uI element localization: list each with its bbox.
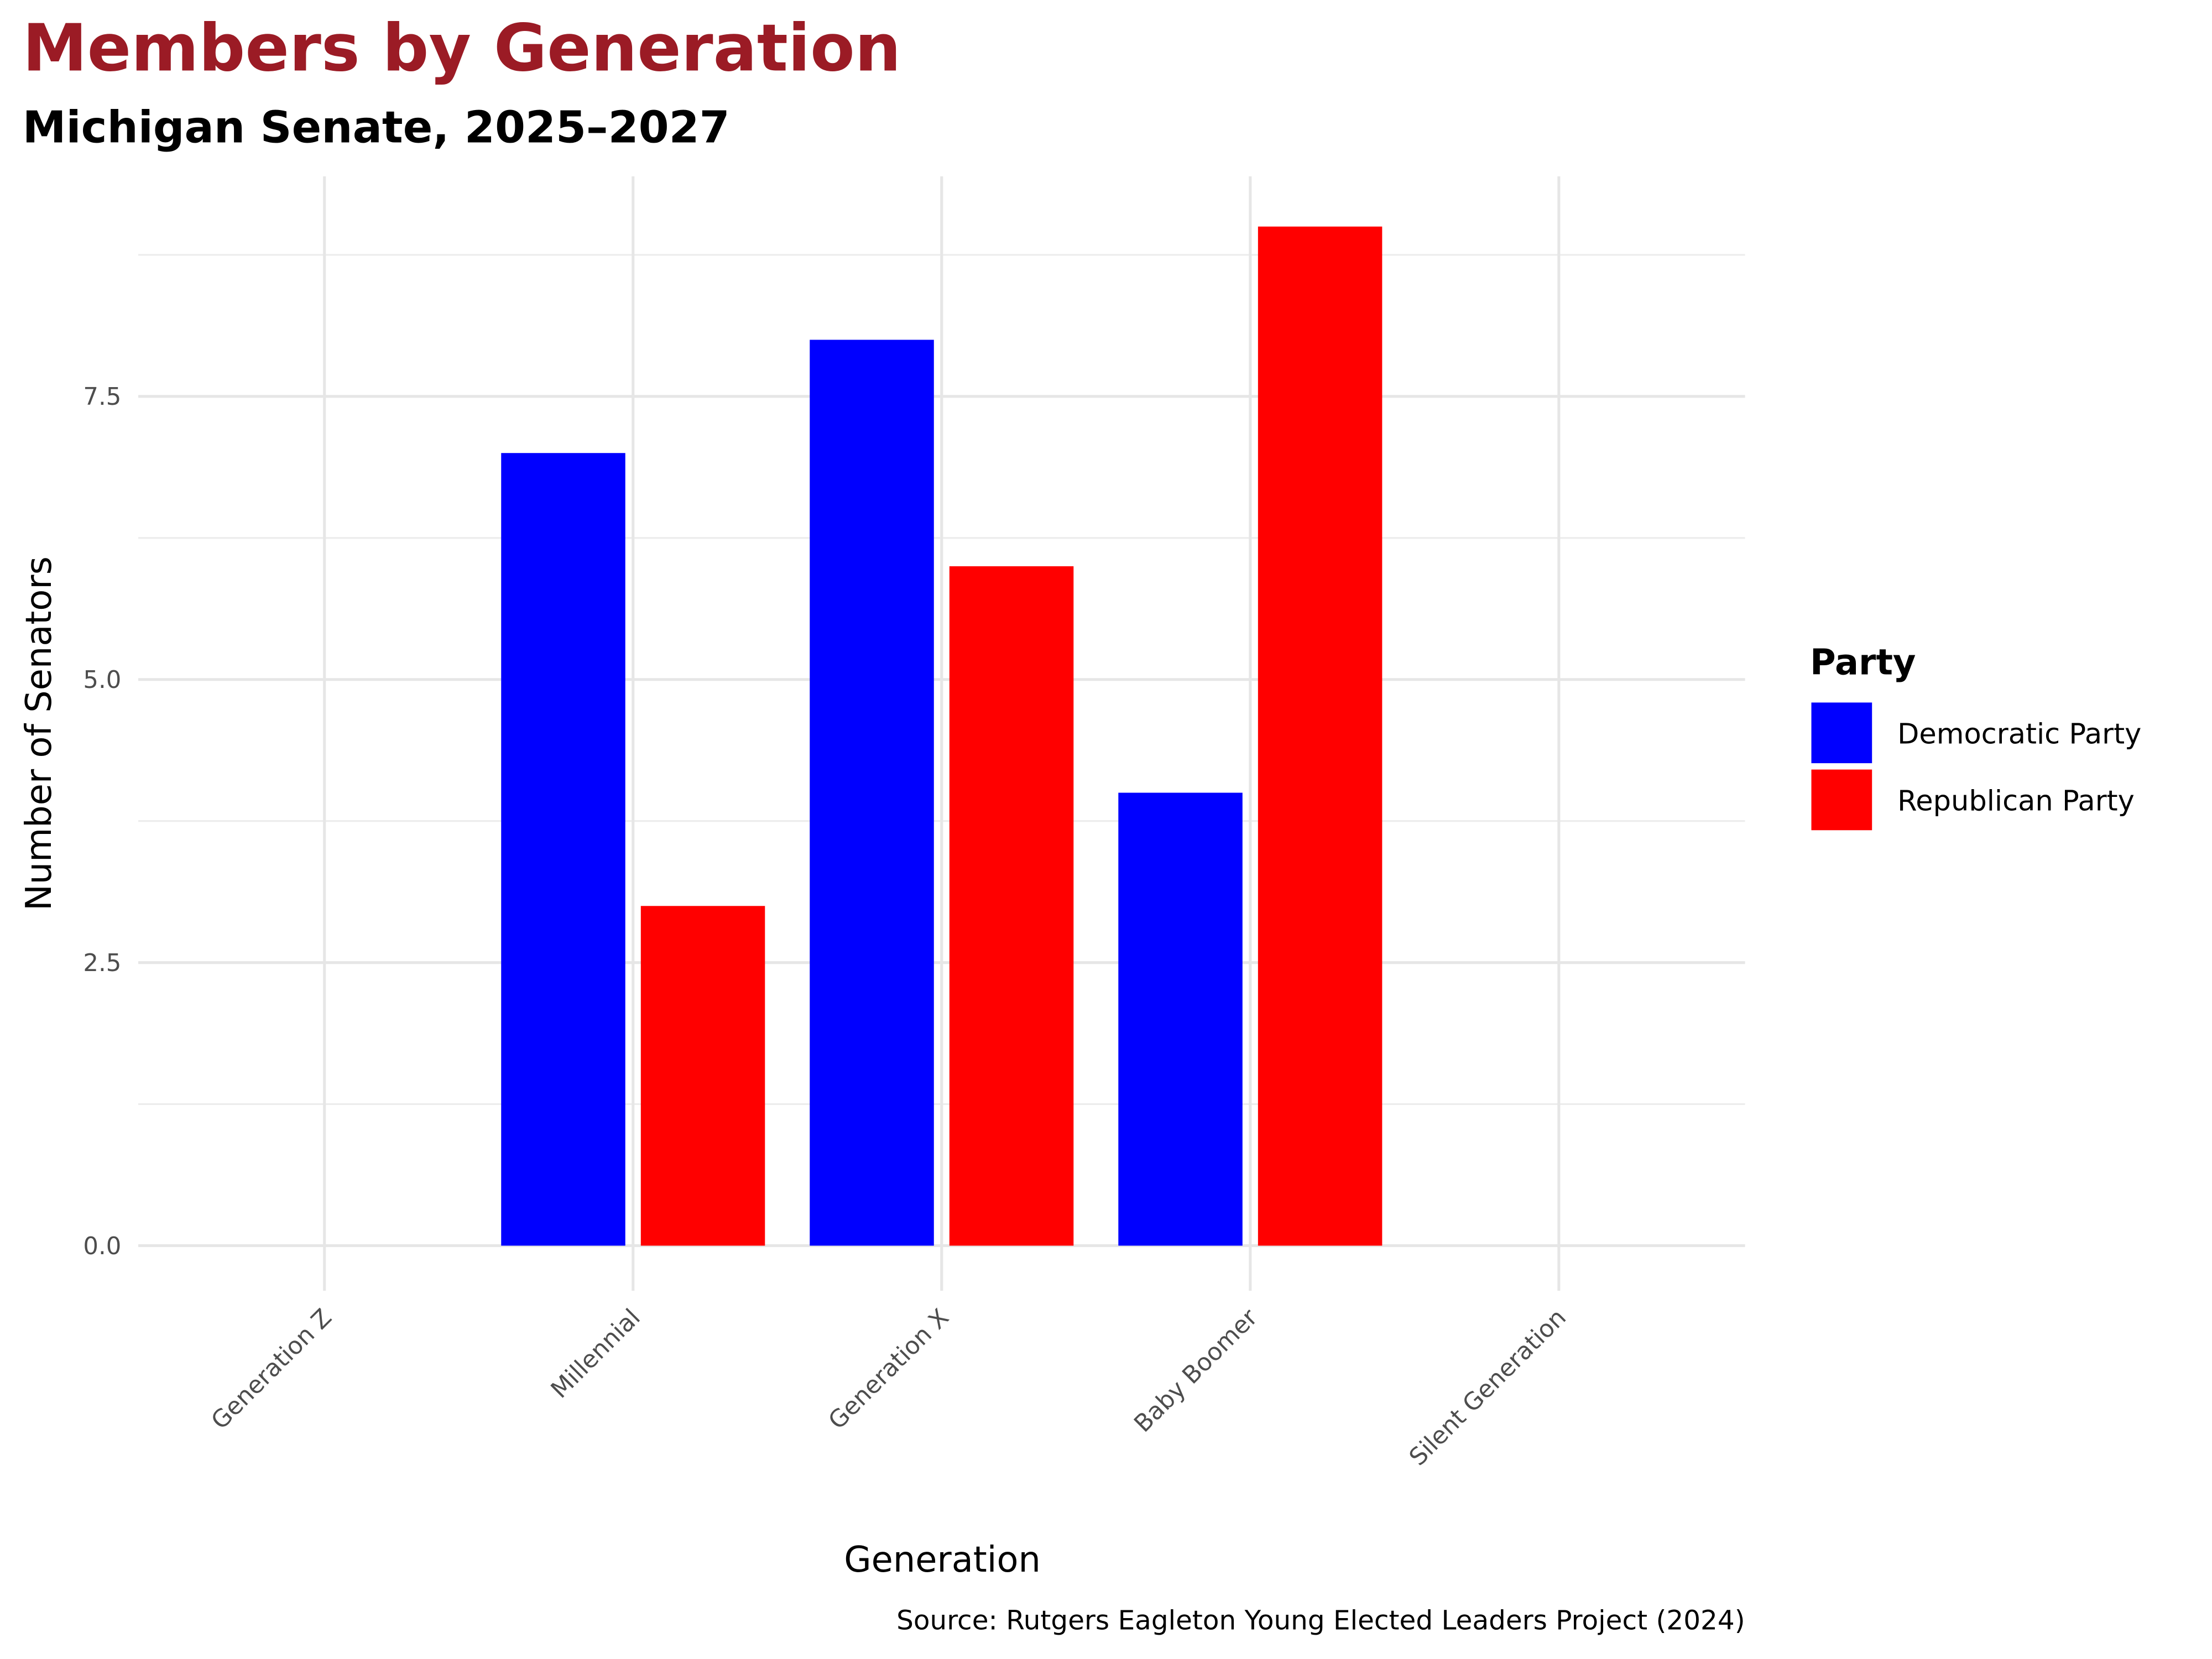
bar-republican-party (1258, 226, 1383, 1246)
x-axis-ticks: Generation Z Millennial Generation X Baby B… (206, 1304, 1572, 1472)
grid (138, 176, 1745, 1291)
y-axis-ticks: 0.0 2.5 5.0 7.5 (83, 383, 121, 1260)
x-axis-title: Generation (844, 1540, 1041, 1580)
y-tick-label: 0.0 (83, 1233, 121, 1260)
bars (501, 226, 1383, 1246)
legend-key (1811, 769, 1872, 831)
legend-label: Democratic Party (1897, 718, 2141, 750)
y-axis-title: Number of Senators (19, 556, 60, 911)
bar-democratic-party (1118, 792, 1243, 1246)
chart-title: Members by Generation (23, 11, 901, 86)
legend-title: Party (1810, 642, 1916, 683)
bar-democratic-party (501, 453, 625, 1246)
legend: Party Democratic Party Republican Party (1810, 642, 2141, 831)
y-tick-label: 7.5 (83, 383, 121, 411)
chart-subtitle: Michigan Senate, 2025–2027 (23, 102, 730, 153)
y-tick-label: 2.5 (83, 950, 121, 977)
x-tick-label: Millennial (546, 1304, 646, 1404)
legend-key (1811, 702, 1872, 764)
chart-caption: Source: Rutgers Eagleton Young Elected L… (896, 1605, 1745, 1636)
bar-democratic-party (810, 340, 934, 1246)
legend-label: Republican Party (1897, 785, 2135, 818)
bar-republican-party (949, 566, 1074, 1246)
x-tick-label: Generation X (823, 1304, 954, 1435)
y-tick-label: 5.0 (83, 666, 121, 694)
x-tick-label: Silent Generation (1404, 1304, 1572, 1472)
bar-republican-party (640, 906, 765, 1246)
x-tick-label: Generation Z (206, 1304, 337, 1435)
x-tick-label: Baby Boomer (1129, 1304, 1264, 1438)
